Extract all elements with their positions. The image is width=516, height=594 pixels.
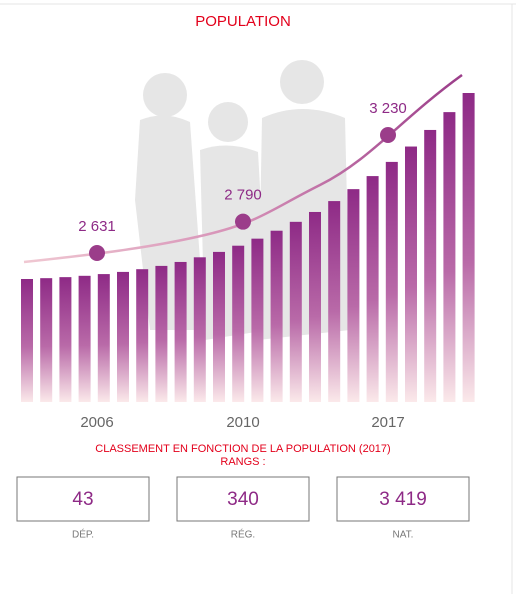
decor-bar xyxy=(59,277,71,402)
rank-label: NAT. xyxy=(393,530,414,541)
decor-bar xyxy=(290,222,302,402)
decor-bar xyxy=(194,257,206,402)
ranking-subtitle: RANGS : xyxy=(220,456,265,468)
value-label: 3 230 xyxy=(369,100,407,117)
decor-bar xyxy=(424,130,436,402)
rank-value: 43 xyxy=(72,489,93,510)
rank-label: RÉG. xyxy=(231,528,255,541)
decor-bar xyxy=(117,272,129,402)
decor-bar xyxy=(405,147,417,402)
decor-bar xyxy=(347,189,359,402)
decor-bar xyxy=(136,269,148,402)
decor-bar xyxy=(251,239,263,402)
decor-bar xyxy=(213,252,225,402)
decor-bar xyxy=(98,274,110,402)
decor-bar xyxy=(155,266,167,402)
decor-bar xyxy=(443,112,455,402)
decor-bar xyxy=(386,162,398,402)
x-tick-label: 2010 xyxy=(226,414,259,431)
chart-title: POPULATION xyxy=(195,13,291,30)
decor-bar xyxy=(309,212,321,402)
decor-bar xyxy=(175,262,187,402)
point xyxy=(89,245,105,261)
page: POPULATION CLASSEMENT EN FONCTION DE LA … xyxy=(0,0,516,594)
decor-bar xyxy=(367,176,379,402)
point xyxy=(235,214,251,230)
decor-bar xyxy=(271,231,283,402)
decor-bar xyxy=(40,278,52,402)
value-label: 2 790 xyxy=(224,187,262,204)
chart: POPULATION CLASSEMENT EN FONCTION DE LA … xyxy=(0,0,516,594)
point xyxy=(380,127,396,143)
decor-bar xyxy=(463,93,475,402)
rank-value: 340 xyxy=(227,489,259,510)
rank-label: DÉP. xyxy=(72,528,94,541)
x-tick-label: 2017 xyxy=(371,414,404,431)
ranking-title: CLASSEMENT EN FONCTION DE LA POPULATION … xyxy=(95,443,390,455)
decor-bar xyxy=(21,279,33,402)
value-label: 2 631 xyxy=(78,218,116,235)
x-tick-label: 2006 xyxy=(80,414,113,431)
rank-value: 3 419 xyxy=(379,489,427,510)
decor-bar xyxy=(79,276,91,402)
decor-bar xyxy=(232,246,244,402)
decor-bar xyxy=(328,201,340,402)
